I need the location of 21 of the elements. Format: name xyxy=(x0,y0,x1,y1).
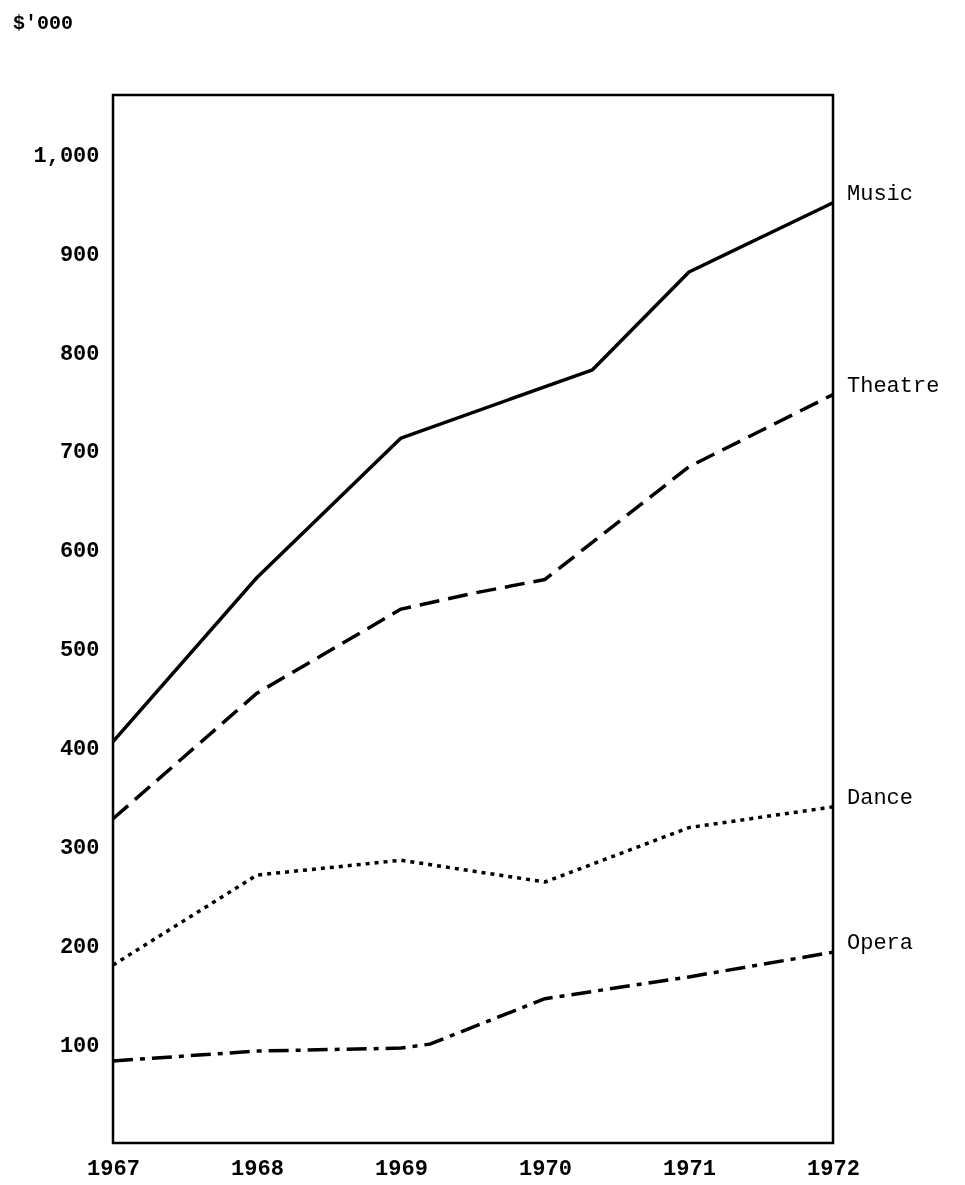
series-label: Dance xyxy=(847,785,914,811)
x-tick-label: 1968 xyxy=(231,1156,284,1182)
series-label: Music xyxy=(847,181,914,207)
y-tick-label: 400 xyxy=(59,737,100,763)
y-tick-label: 900 xyxy=(59,242,100,268)
y-tick-label: 600 xyxy=(59,539,100,565)
x-tick-label: 1972 xyxy=(807,1156,860,1182)
series-label: Opera xyxy=(847,931,914,957)
x-tick-label: 1969 xyxy=(375,1156,428,1182)
x-tick-label: 1967 xyxy=(87,1156,140,1182)
x-tick-label: 1971 xyxy=(663,1156,716,1182)
y-axis-title: $'000 xyxy=(13,12,74,35)
y-tick-label: 1,000 xyxy=(33,143,100,169)
y-tick-label: 300 xyxy=(59,835,100,861)
x-tick-label: 1970 xyxy=(519,1156,572,1182)
y-tick-label: 500 xyxy=(59,638,100,664)
y-tick-label: 700 xyxy=(59,440,100,466)
y-tick-label: 800 xyxy=(59,341,100,367)
series-label: Theatre xyxy=(847,373,940,399)
y-tick-label: 200 xyxy=(59,934,100,960)
y-tick-label: 100 xyxy=(59,1033,100,1059)
